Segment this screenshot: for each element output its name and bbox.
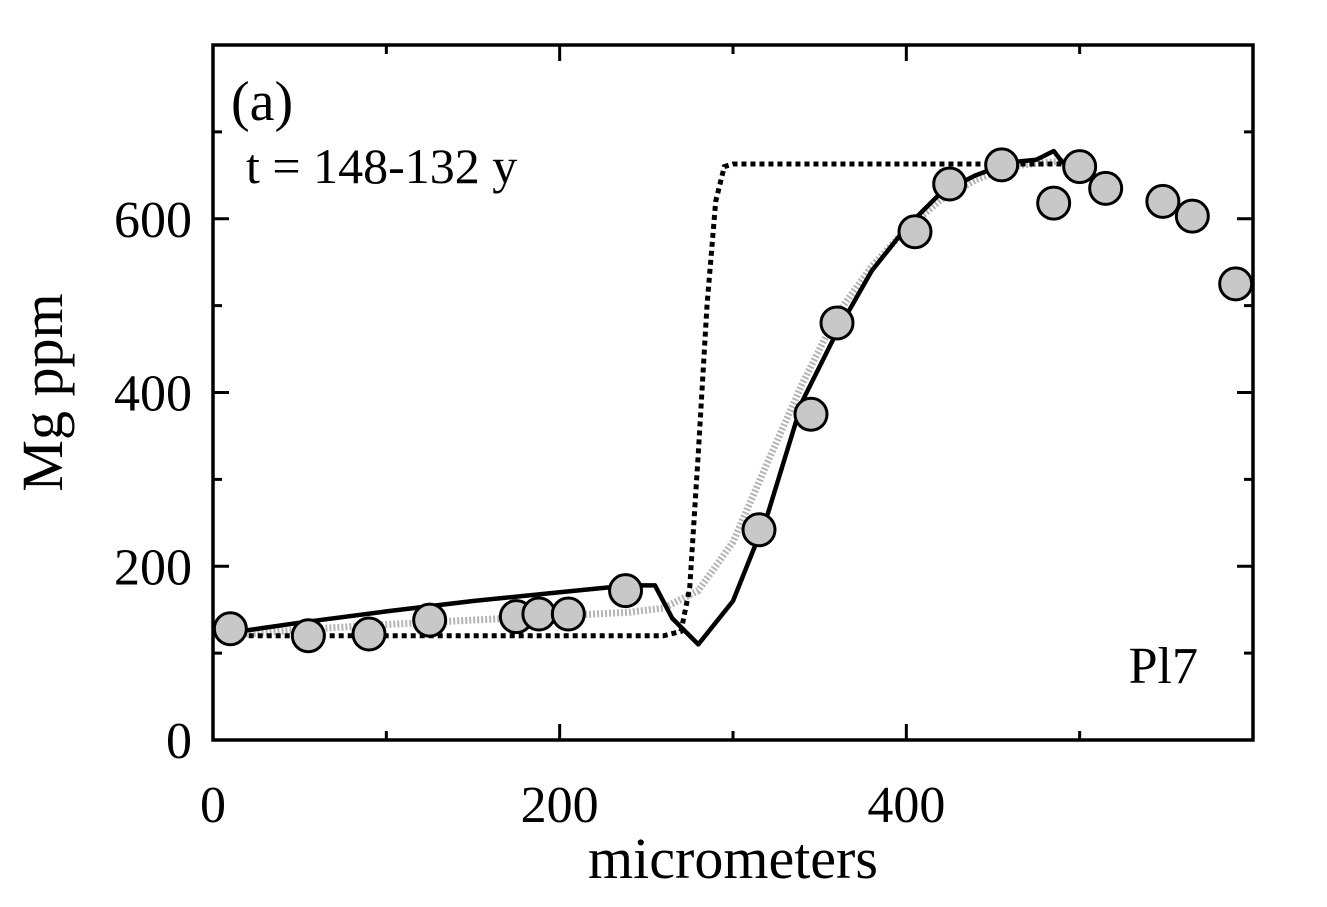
data-point: [1174, 198, 1210, 234]
y-axis-title: Mg ppm: [10, 293, 75, 491]
data-point: [290, 618, 326, 654]
sample-label: Pl7: [1129, 638, 1198, 695]
data-point: [984, 147, 1020, 183]
y-tick-label: 0: [166, 713, 192, 770]
x-axis-title: micrometers: [588, 826, 878, 891]
data-point: [1088, 170, 1124, 206]
solid-line-series: [221, 148, 1081, 647]
data-point: [793, 396, 829, 432]
series-lines-layer: [221, 148, 1081, 647]
data-point: [550, 596, 586, 632]
y-tick-label: 400: [114, 366, 192, 423]
data-point: [412, 602, 448, 638]
data-point: [819, 305, 855, 341]
data-point: [741, 512, 777, 548]
data-point: [1145, 183, 1181, 219]
axis-ticks-layer: [211, 45, 1253, 742]
x-tick-label: 400: [867, 777, 945, 834]
y-tick-label: 600: [114, 192, 192, 249]
data-point: [351, 616, 387, 652]
x-tick-label: 200: [521, 777, 599, 834]
data-point: [932, 166, 968, 202]
data-point: [212, 611, 248, 647]
x-tick-label: 0: [200, 777, 226, 834]
gray-line-series: [221, 157, 1080, 640]
data-point: [1062, 149, 1098, 185]
data-point: [897, 214, 933, 250]
time-range-label: t = 148-132 y: [246, 138, 517, 194]
dotted-line-series: [221, 161, 1080, 639]
y-tick-label: 200: [114, 539, 192, 596]
tick-labels-layer: 0 200 400 0 200 400 600: [114, 192, 945, 834]
data-point: [1036, 185, 1072, 221]
data-point: [608, 573, 644, 609]
data-point: [1218, 266, 1254, 302]
panel-label: (a): [231, 71, 293, 133]
data-point: [521, 596, 557, 632]
data-points-layer: [212, 147, 1254, 654]
